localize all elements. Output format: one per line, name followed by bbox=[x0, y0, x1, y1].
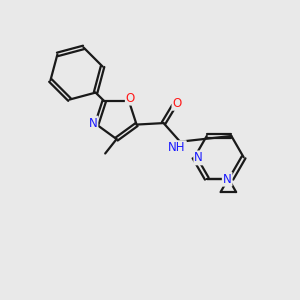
Text: O: O bbox=[172, 97, 182, 110]
Text: N: N bbox=[194, 152, 203, 164]
Text: O: O bbox=[126, 92, 135, 105]
Text: N: N bbox=[223, 173, 232, 186]
Text: N: N bbox=[88, 117, 98, 130]
Text: NH: NH bbox=[168, 141, 186, 154]
